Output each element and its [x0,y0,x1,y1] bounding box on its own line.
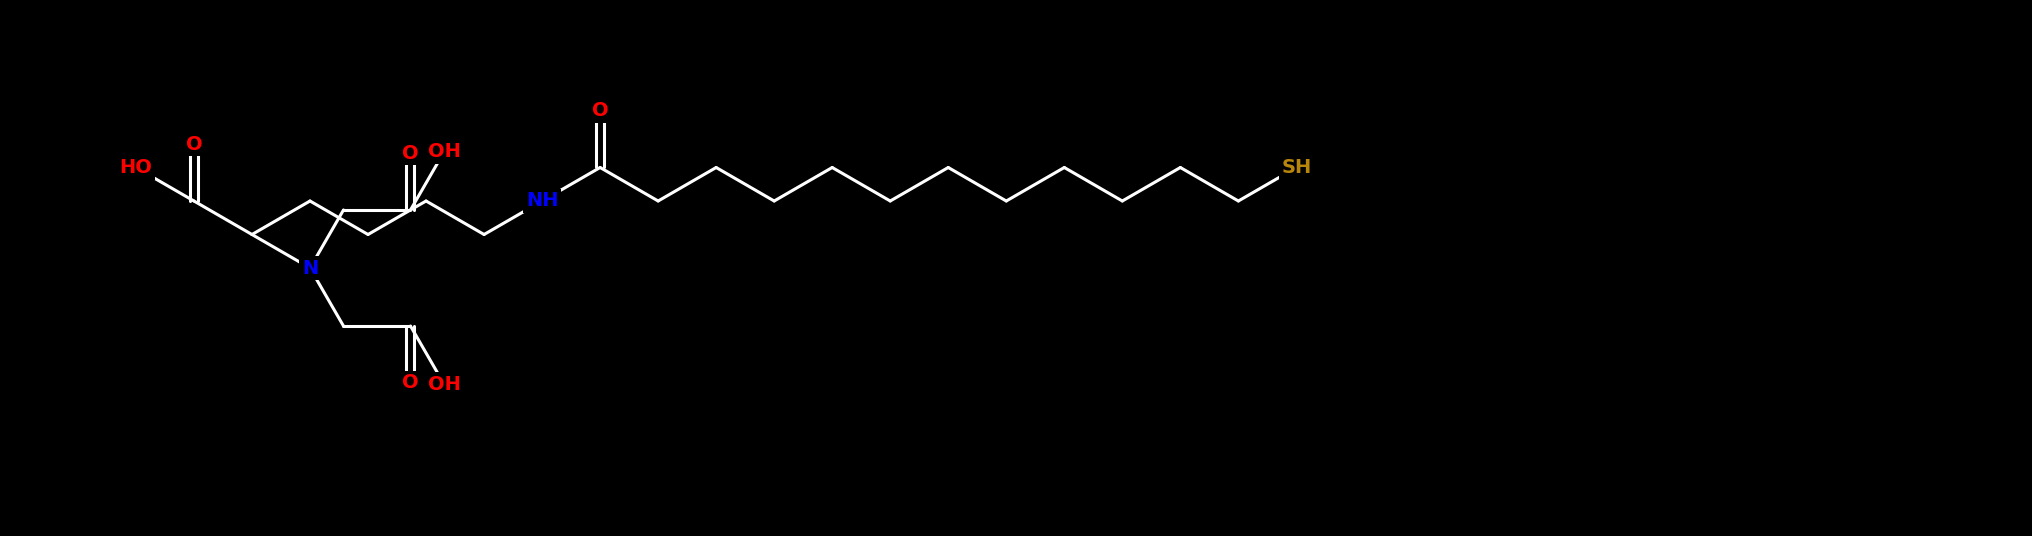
Text: OH: OH [427,143,459,161]
Text: O: O [402,144,419,162]
Text: O: O [402,374,419,392]
Text: HO: HO [120,158,152,177]
Text: O: O [591,101,608,120]
Text: OH: OH [427,375,459,393]
Text: N: N [301,258,317,278]
Text: NH: NH [526,191,559,211]
Text: SH: SH [1280,158,1311,177]
Text: O: O [185,135,201,153]
